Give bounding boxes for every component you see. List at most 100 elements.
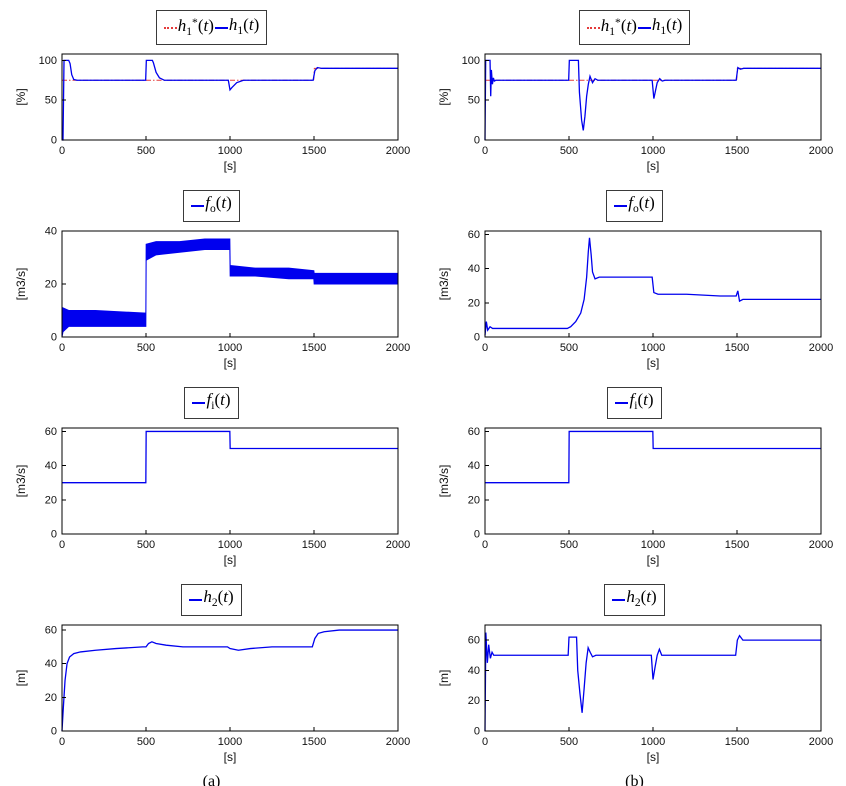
x-tick-label: 500 [136,736,154,748]
y-tick-label: 20 [467,298,479,310]
legend-item: fo(t) [191,191,232,221]
x-tick-label: 0 [58,342,64,354]
legend-label: fo(t) [205,193,232,216]
x-tick-label: 2000 [385,342,409,354]
y-tick-label: 60 [467,426,479,438]
legend-label: h1*(t) [177,16,214,39]
legend-b1: h1*(t) h1(t) [578,10,691,46]
legend-b3: fi(t) [607,387,662,420]
series-fi-step [61,431,398,484]
legend-item: h1(t) [637,13,683,43]
x-tick-label: 1500 [301,342,325,354]
solid-line-sample-icon [191,205,205,208]
dashdot-line-sample-icon [163,26,177,29]
x-tick-label: 2000 [385,539,409,551]
x-tick-label: 500 [136,342,154,354]
y-axis-label: [m3/s] [14,465,28,498]
y-axis-label: [m3/s] [14,268,28,301]
y-tick-label: 0 [50,135,56,147]
subplot-a4: h2(t) 0 500 1000 1500 2000 0 20 40 60 [m] [s] [0,584,423,771]
y-tick-label: 0 [50,332,56,344]
x-axis-label: [s] [223,553,236,567]
y-axis-label: [%] [14,89,28,106]
y-tick-label: 100 [38,55,56,67]
subplot-b4: h2(t) 0 500 1000 1500 2000 0 20 40 60 [m] [s] [423,584,846,771]
x-tick-label: 1500 [724,145,748,157]
y-axis-label: [m] [14,670,28,687]
x-tick-label: 0 [481,736,487,748]
x-axis-label: [s] [223,356,236,370]
x-axis-label: [s] [646,750,659,764]
column-label-a: (a) [202,773,221,786]
plot-a4: 0 500 1000 1500 2000 0 20 40 60 [m] [s] [14,624,410,764]
subplot-a2: fo(t) 0 500 1000 1500 2000 0 20 40 [m3/s] [s] [0,190,423,377]
x-axis-label: [s] [646,553,659,567]
y-tick-label: 60 [44,426,56,438]
y-tick-label: 40 [44,226,56,238]
y-tick-label: 20 [44,279,56,291]
x-tick-label: 500 [559,539,577,551]
legend-label: h1(t) [651,14,683,37]
legend-b4: h2(t) [604,584,665,617]
legend-a3: fi(t) [184,387,239,420]
y-axis-label: [m] [437,670,451,687]
legend-item: fo(t) [614,191,655,221]
x-tick-label: 2000 [808,342,832,354]
plot-frame [61,624,398,732]
x-axis-label: [s] [646,159,659,173]
solid-line-sample-icon [614,205,628,208]
x-tick-label: 0 [481,145,487,157]
y-tick-label: 0 [50,529,56,541]
y-tick-label: 60 [467,635,479,647]
legend-label: h2(t) [203,587,234,610]
legend-a2: fo(t) [183,190,240,223]
series-h1-reference [61,68,398,81]
legend-label: h2(t) [626,587,657,610]
x-tick-label: 500 [136,145,154,157]
legend-b2: fo(t) [606,190,663,223]
x-tick-label: 1500 [724,539,748,551]
y-tick-label: 0 [473,726,479,738]
legend-item: h1*(t) [586,11,637,44]
x-tick-label: 2000 [808,539,832,551]
y-tick-label: 50 [467,95,479,107]
x-axis-label: [s] [646,356,659,370]
x-tick-label: 1000 [217,539,241,551]
solid-line-sample-icon [192,402,206,405]
plot-b1: 0 500 1000 1500 2000 0 50 100 [%] [s] [437,53,833,173]
solid-line-sample-icon [612,599,626,602]
legend-a4: h2(t) [181,584,242,617]
series-fo-oscillating-band [61,238,398,338]
solid-line-sample-icon [189,599,203,602]
y-tick-label: 40 [467,460,479,472]
y-tick-label: 60 [467,229,479,241]
column-labels: (a) (b) [0,773,846,786]
series-h1 [61,59,398,141]
x-tick-label: 1000 [640,539,664,551]
y-tick-label: 0 [50,726,56,738]
plot-b2: 0 500 1000 1500 2000 0 20 40 60 [m3/s] [s] [437,229,833,370]
series-h1 [483,59,821,141]
subplot-b1: h1*(t) h1(t) 0 500 1000 1500 2000 0 50 100 [%] [s] [423,10,846,180]
x-tick-label: 1000 [640,145,664,157]
y-tick-label: 20 [44,692,56,704]
legend-item: h1(t) [214,13,259,43]
y-axis-label: [m3/s] [437,268,451,301]
y-tick-label: 0 [473,332,479,344]
plot-a1: 0 500 1000 1500 2000 0 50 100 [%] [s] [14,53,410,173]
figure-grid: h1*(t) h1(t) 0 500 1000 1500 2000 0 50 100 [%] [s] h… [0,10,846,771]
plot-frame [484,53,821,141]
x-tick-label: 1500 [724,342,748,354]
legend-item: h2(t) [612,585,657,615]
x-tick-label: 500 [136,539,154,551]
subplot-a3: fi(t) 0 500 1000 1500 2000 0 20 40 60 [m3/s] [s] [0,387,423,574]
y-axis-label: [m3/s] [437,465,451,498]
y-tick-label: 40 [467,665,479,677]
dashdot-line-sample-icon [586,26,600,29]
x-tick-label: 1500 [301,736,325,748]
column-label-b: (b) [625,773,644,786]
x-tick-label: 500 [559,145,577,157]
x-tick-label: 500 [559,736,577,748]
y-tick-label: 40 [467,263,479,275]
